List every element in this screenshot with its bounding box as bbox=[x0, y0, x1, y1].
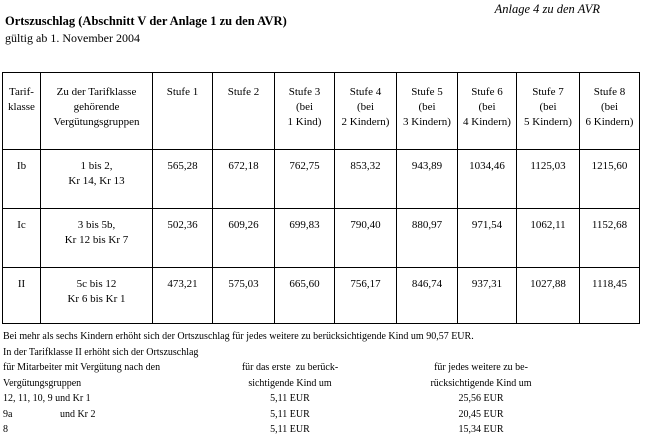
cell-value: 1125,03 bbox=[516, 149, 580, 209]
cell-value: 1152,68 bbox=[579, 208, 640, 268]
cell-value: 1034,46 bbox=[457, 149, 517, 209]
page-title: Ortszuschlag (Abschnitt V der Anlage 1 z… bbox=[5, 14, 287, 28]
cell-verguetungsgruppen: 5c bis 12 Kr 6 bis Kr 1 bbox=[40, 267, 153, 324]
cell-value: 1118,45 bbox=[579, 267, 640, 324]
cell-value: 756,17 bbox=[334, 267, 397, 324]
cell-value: 672,18 bbox=[212, 149, 275, 209]
cell-value: 575,03 bbox=[212, 267, 275, 324]
col-header-stufe-1: Stufe 1 bbox=[152, 72, 213, 150]
col-header-stufe-2: Stufe 2 bbox=[212, 72, 275, 150]
note-column-groups: für Mitarbeiter mit Vergütung nach den V… bbox=[3, 362, 161, 436]
col-header-stufe-3: Stufe 3 (bei 1 Kind) bbox=[274, 72, 335, 150]
cell-value: 943,89 bbox=[396, 149, 458, 209]
col-header-stufe-4: Stufe 4 (bei 2 Kindern) bbox=[334, 72, 397, 150]
cell-tarifklasse: Ib bbox=[2, 149, 41, 209]
cell-value: 1027,88 bbox=[516, 267, 580, 324]
cell-value: 880,97 bbox=[396, 208, 458, 268]
cell-value: 762,75 bbox=[274, 149, 335, 209]
ortszuschlag-table: Tarif- klasse Zu der Tarifklasse gehören… bbox=[2, 72, 640, 324]
col-header-verguetungsgruppen: Zu der Tarifklasse gehörende Vergütungsg… bbox=[40, 72, 153, 150]
col-header-tarifklasse: Tarif- klasse bbox=[2, 72, 41, 150]
table-row-ii: II 5c bis 12 Kr 6 bis Kr 1 473,21 575,03… bbox=[2, 267, 640, 324]
cell-value: 565,28 bbox=[152, 149, 213, 209]
cell-tarifklasse: II bbox=[2, 267, 41, 324]
cell-value: 853,32 bbox=[334, 149, 397, 209]
cell-value: 609,26 bbox=[212, 208, 275, 268]
table-row-ic: Ic 3 bis 5b, Kr 12 bis Kr 7 502,36 609,2… bbox=[2, 208, 640, 268]
cell-verguetungsgruppen: 3 bis 5b, Kr 12 bis Kr 7 bbox=[40, 208, 153, 268]
cell-value: 1215,60 bbox=[579, 149, 640, 209]
col-header-stufe-6: Stufe 6 (bei 4 Kindern) bbox=[457, 72, 517, 150]
cell-value: 937,31 bbox=[457, 267, 517, 324]
col-header-stufe-8: Stufe 8 (bei 6 Kindern) bbox=[579, 72, 640, 150]
col-header-stufe-5: Stufe 5 (bei 3 Kindern) bbox=[396, 72, 458, 150]
table-header-row: Tarif- klasse Zu der Tarifklasse gehören… bbox=[2, 72, 640, 150]
cell-tarifklasse: Ic bbox=[2, 208, 41, 268]
note-class-ii: In der Tarifklasse II erhöht sich der Or… bbox=[3, 347, 199, 358]
col-header-stufe-7: Stufe 7 (bei 5 Kindern) bbox=[516, 72, 580, 150]
table-row-ib: Ib 1 bis 2, Kr 14, Kr 13 565,28 672,18 7… bbox=[2, 149, 640, 209]
note-column-further-children: für jedes weitere zu be- rücksichtigende… bbox=[430, 362, 532, 436]
cell-value: 699,83 bbox=[274, 208, 335, 268]
cell-value: 665,60 bbox=[274, 267, 335, 324]
cell-value: 971,54 bbox=[457, 208, 517, 268]
cell-value: 790,40 bbox=[334, 208, 397, 268]
note-column-first-child: für das erste zu berück- sichtigende Kin… bbox=[241, 362, 339, 436]
cell-value: 502,36 bbox=[152, 208, 213, 268]
valid-from-line: gültig ab 1. November 2004 bbox=[5, 31, 140, 45]
annotation-anlage: Anlage 4 zu den AVR bbox=[494, 2, 600, 16]
note-six-children: Bei mehr als sechs Kindern erhöht sich d… bbox=[3, 331, 474, 342]
cell-verguetungsgruppen: 1 bis 2, Kr 14, Kr 13 bbox=[40, 149, 153, 209]
cell-value: 1062,11 bbox=[516, 208, 580, 268]
cell-value: 846,74 bbox=[396, 267, 458, 324]
cell-value: 473,21 bbox=[152, 267, 213, 324]
